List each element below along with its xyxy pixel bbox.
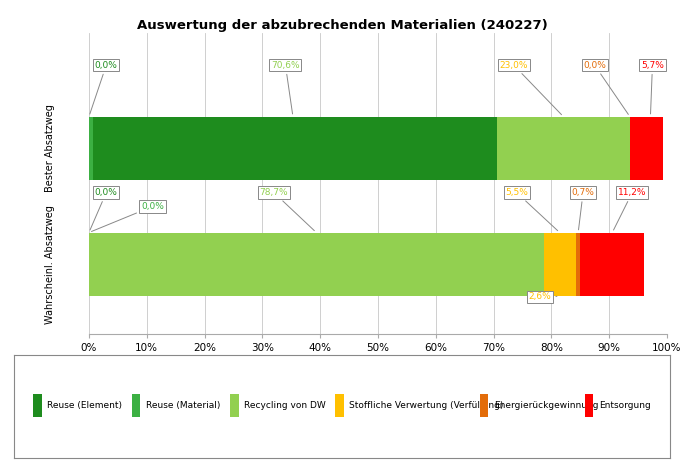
- Text: 0,7%: 0,7%: [572, 188, 594, 230]
- Bar: [575, 233, 579, 296]
- Text: 5,5%: 5,5%: [505, 188, 557, 231]
- Bar: [544, 233, 575, 296]
- Text: 0,0%: 0,0%: [92, 202, 164, 232]
- Bar: [34, 394, 42, 417]
- Text: 70,6%: 70,6%: [271, 61, 300, 114]
- Text: Entsorgung: Entsorgung: [598, 401, 650, 410]
- Bar: [93, 117, 497, 180]
- Bar: [89, 233, 544, 296]
- Text: 78,7%: 78,7%: [259, 188, 315, 231]
- Text: Recycling von DW: Recycling von DW: [244, 401, 326, 410]
- Text: 2,6%: 2,6%: [528, 292, 557, 301]
- Bar: [585, 394, 594, 417]
- Text: 23,0%: 23,0%: [499, 61, 562, 115]
- Text: 11,2%: 11,2%: [614, 188, 646, 230]
- Text: Stoffliche Verwertung (Verfüllung): Stoffliche Verwertung (Verfüllung): [350, 401, 503, 410]
- Text: Reuse (Material): Reuse (Material): [146, 401, 220, 410]
- Text: 5,7%: 5,7%: [641, 61, 664, 114]
- Bar: [630, 117, 663, 180]
- Bar: [579, 233, 644, 296]
- Bar: [89, 117, 93, 180]
- Bar: [231, 394, 239, 417]
- Text: 0,0%: 0,0%: [90, 188, 118, 230]
- Text: Auswertung der abzubrechenden Materialien (240227): Auswertung der abzubrechenden Materialie…: [137, 19, 547, 32]
- Text: Reuse (Element): Reuse (Element): [47, 401, 122, 410]
- Text: Energierückgewinnung: Energierückgewinnung: [494, 401, 598, 410]
- Bar: [335, 394, 344, 417]
- Bar: [497, 117, 630, 180]
- Text: 0,0%: 0,0%: [583, 61, 629, 114]
- Text: 0,0%: 0,0%: [90, 61, 118, 114]
- Bar: [480, 394, 488, 417]
- Bar: [132, 394, 140, 417]
